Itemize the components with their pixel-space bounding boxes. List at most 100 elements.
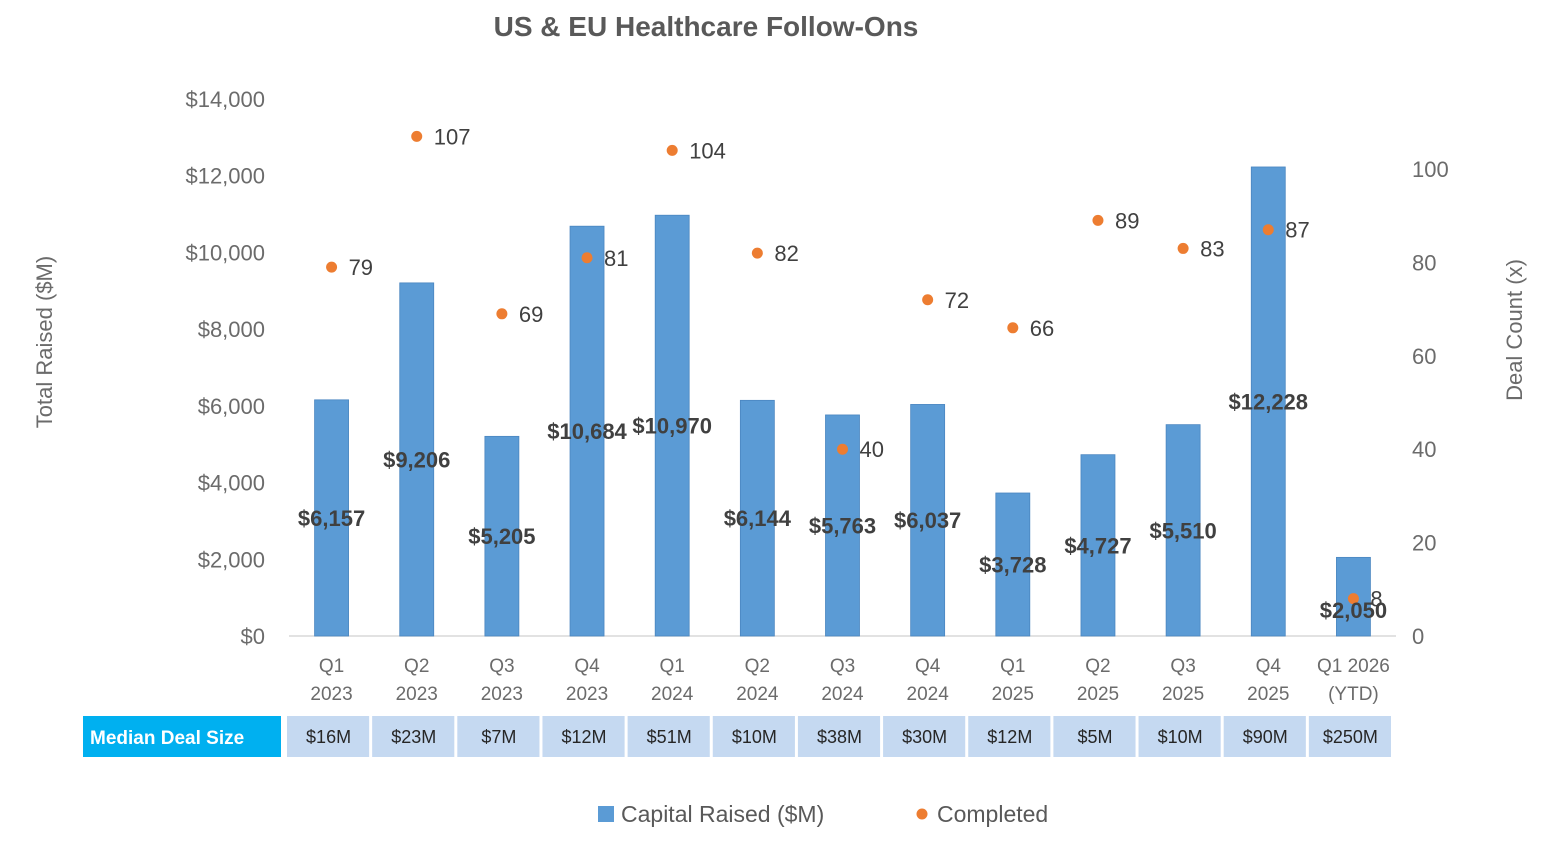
category-label: Q1 — [660, 656, 685, 677]
point — [1262, 224, 1274, 236]
point — [1177, 242, 1189, 254]
category-label: Q4 — [1256, 656, 1282, 677]
category-label: (YTD) — [1328, 684, 1379, 705]
bar — [569, 225, 605, 637]
table-cell-value: $7M — [481, 727, 516, 747]
category-label: Q1 — [319, 656, 344, 677]
median-deal-size-table: Median Deal Size $16M $23M $7M $12M $51M $10M $… — [83, 716, 1391, 757]
category-label: 2024 — [736, 684, 779, 705]
bar-label: $5,205 — [468, 524, 535, 549]
point — [751, 247, 763, 259]
bar — [1080, 454, 1116, 637]
y-tick-label: $10,000 — [185, 240, 265, 265]
table-cell — [883, 716, 966, 757]
table-cell — [1223, 716, 1306, 757]
table-cell — [1308, 716, 1391, 757]
y2-tick-label: 80 — [1412, 250, 1436, 275]
point-label: 79 — [349, 255, 373, 280]
bar-label: $2,050 — [1320, 598, 1387, 623]
table-cell-value: $10M — [732, 727, 777, 747]
point-data-labels: 79 107 69 81 104 82 40 72 66 89 83 87 8 — [349, 124, 1383, 611]
table-cell — [287, 716, 370, 757]
bar-label: $4,727 — [1064, 533, 1131, 558]
point-label: 66 — [1030, 316, 1054, 341]
bar-label: $9,206 — [383, 447, 450, 472]
y-tick-label: $8,000 — [198, 317, 265, 342]
bar-label: $6,157 — [298, 506, 365, 531]
point-label: 81 — [604, 246, 628, 271]
chart-title: US & EU Healthcare Follow-Ons — [494, 11, 919, 42]
bar-label: $3,728 — [979, 553, 1046, 578]
table-cell — [627, 716, 710, 757]
point — [496, 308, 508, 320]
point-series — [326, 130, 1359, 605]
y-tick-label: $12,000 — [185, 164, 265, 189]
table-header-cell — [83, 716, 281, 757]
table-cell-value: $12M — [562, 727, 607, 747]
table-cell-value: $12M — [987, 727, 1032, 747]
point — [1347, 593, 1359, 605]
bar — [484, 435, 520, 637]
point-label: 82 — [774, 241, 798, 266]
table-cell — [372, 716, 455, 757]
bar-label: $10,684 — [547, 419, 627, 444]
point-label: 40 — [860, 437, 884, 462]
category-label: Q2 — [1085, 656, 1110, 677]
table-cell-value: $250M — [1323, 727, 1378, 747]
y-axis: $0 $2,000 $4,000 $6,000 $8,000 $10,000 $12,000… — [185, 87, 265, 649]
point — [581, 252, 593, 264]
category-label: 2025 — [1077, 684, 1119, 705]
category-label: Q2 — [745, 656, 770, 677]
table-cell-value: $30M — [902, 727, 947, 747]
point — [837, 443, 848, 455]
table-cell — [542, 716, 625, 757]
table-cell-value: $16M — [306, 727, 351, 747]
category-label: Q1 — [1000, 656, 1025, 677]
category-label: 2023 — [396, 684, 438, 705]
table-cell — [712, 716, 795, 757]
bar — [314, 399, 349, 637]
category-label: 2024 — [821, 684, 864, 705]
table-cell-value: $5M — [1077, 727, 1112, 747]
legend-capital-raised: Capital Raised ($M) — [621, 801, 824, 827]
y-tick-label: $14,000 — [185, 87, 265, 112]
bar-label: $5,510 — [1149, 518, 1216, 543]
point-label: 72 — [945, 288, 969, 313]
table-cell-value: $51M — [647, 727, 692, 747]
category-label: Q3 — [489, 656, 514, 677]
point — [326, 261, 338, 273]
y2-axis: 0 20 40 60 80 100 — [1412, 157, 1449, 649]
table-cell-value: $23M — [391, 727, 436, 747]
bar-label: $6,144 — [724, 506, 792, 531]
category-label: Q1 2026 — [1317, 656, 1390, 677]
point — [922, 294, 934, 306]
legend-completed: Completed — [937, 801, 1048, 827]
category-label: 2023 — [566, 684, 608, 705]
bar-series — [314, 166, 1371, 637]
y2-tick-label: 100 — [1412, 157, 1449, 182]
point-label: 69 — [519, 302, 543, 327]
table-cell — [1053, 716, 1136, 757]
legend-point-swatch — [916, 808, 928, 820]
y-tick-label: $4,000 — [198, 471, 265, 496]
bar — [399, 282, 435, 637]
table-cell-value: $38M — [817, 727, 862, 747]
y2-tick-label: 60 — [1412, 344, 1436, 369]
category-label: 2023 — [310, 684, 352, 705]
category-label: 2024 — [907, 684, 950, 705]
category-label: Q2 — [404, 656, 429, 677]
table-header-label: Median Deal Size — [90, 728, 244, 749]
category-label: 2025 — [1162, 684, 1204, 705]
bar-label: $10,970 — [632, 414, 712, 439]
bar-label: $12,228 — [1229, 389, 1309, 414]
category-label: Q3 — [830, 656, 855, 677]
bar — [1250, 166, 1286, 637]
bar — [1165, 424, 1201, 637]
y-axis-title: Total Raised ($M) — [32, 256, 57, 428]
bar — [739, 399, 775, 637]
point-label: 104 — [689, 138, 726, 163]
legend: Capital Raised ($M) Completed — [598, 801, 1048, 827]
point-label: 89 — [1115, 208, 1139, 233]
point — [1092, 214, 1104, 226]
